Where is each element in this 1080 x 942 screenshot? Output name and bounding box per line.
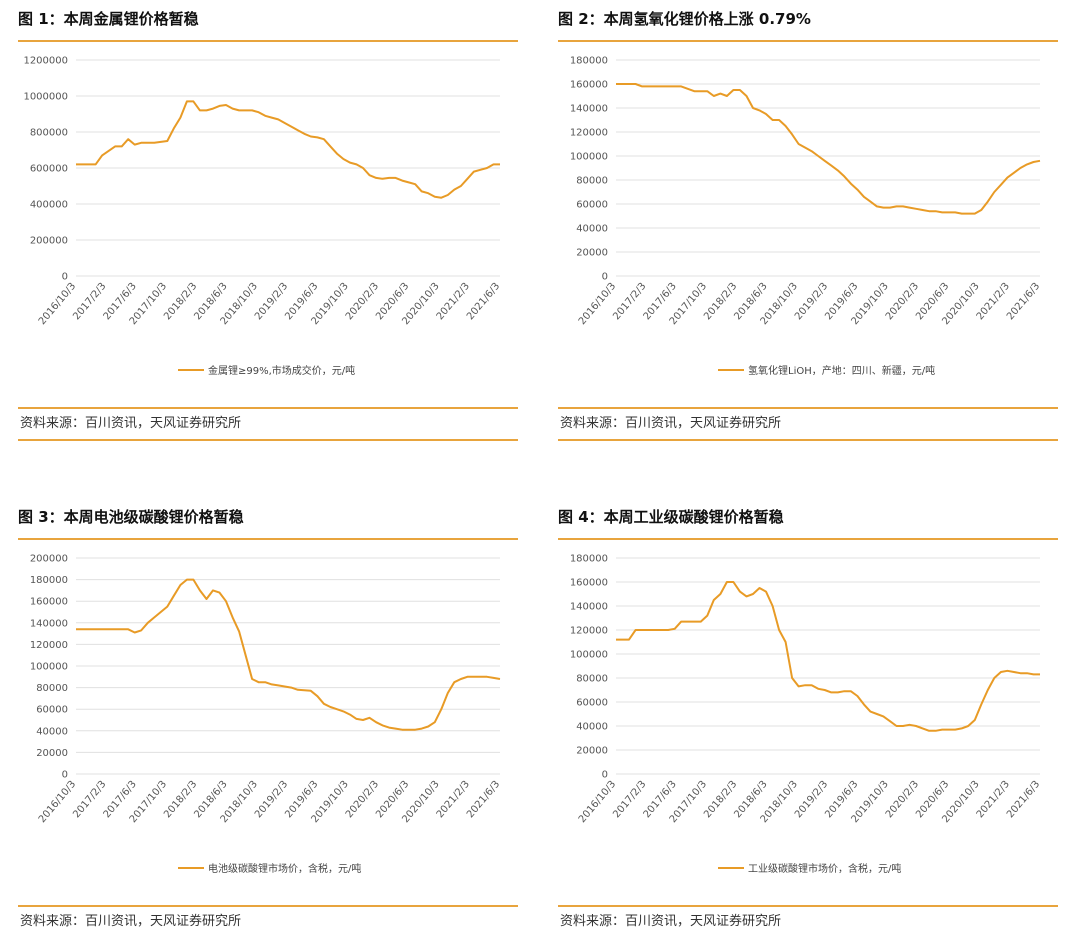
y-tick-label: 0: [62, 272, 68, 283]
divider: [558, 538, 1058, 540]
y-tick-label: 0: [62, 770, 68, 781]
chart-panel-1: 图 1：本周金属锂价格暂稳 0 200000 400000 600000 800000 1…: [18, 4, 518, 444]
y-tick-label: 60000: [36, 705, 68, 716]
y-tick-label: 120000: [570, 128, 608, 139]
x-tick-label: 2016/10/3: [577, 779, 618, 825]
source-note: 资料来源：百川资讯，天风证券研究所: [20, 416, 242, 431]
line-chart: 0 200000 400000 600000 800000 1000000 1200000 2…: [23, 56, 502, 378]
y-tick-label: 80000: [576, 674, 608, 685]
divider: [18, 905, 518, 907]
y-tick-label: 200000: [30, 554, 68, 565]
y-tick-label: 1000000: [23, 92, 68, 103]
y-tick-label: 80000: [36, 683, 68, 694]
x-tick-label: 2016/10/3: [37, 779, 78, 825]
y-tick-label: 400000: [30, 200, 68, 211]
divider: [558, 439, 1058, 441]
y-tick-label: 40000: [576, 722, 608, 733]
y-tick-label: 40000: [576, 224, 608, 235]
divider: [18, 40, 518, 42]
y-tick-label: 140000: [570, 602, 608, 613]
x-tick-label: 2016/10/3: [37, 281, 78, 327]
y-tick-label: 180000: [30, 575, 68, 586]
series-line: [616, 83, 1041, 215]
y-tick-label: 160000: [30, 597, 68, 608]
divider: [558, 905, 1058, 907]
legend-label: 电池级碳酸锂市场价，含税，元/吨: [208, 862, 361, 875]
x-tick-label: 2016/10/3: [577, 281, 618, 327]
y-tick-label: 120000: [30, 640, 68, 651]
y-tick-label: 160000: [570, 80, 608, 91]
y-tick-label: 20000: [576, 248, 608, 259]
line-chart: 0 20000 40000 60000 80000 100000 120000 140000 1…: [30, 554, 502, 876]
chart-panel-4: 图 4：本周工业级碳酸锂价格暂稳 0 20000 40000 60000 80000 10…: [558, 502, 1058, 942]
y-tick-label: 0: [602, 770, 608, 781]
y-tick-label: 160000: [570, 578, 608, 589]
chart-title: 图 4：本周工业级碳酸锂价格暂稳: [558, 508, 784, 526]
line-chart: 0 20000 40000 60000 80000 100000 120000 140000 1…: [570, 554, 1042, 876]
y-tick-label: 200000: [30, 236, 68, 247]
y-tick-label: 1200000: [23, 56, 68, 67]
y-tick-label: 20000: [36, 748, 68, 759]
y-tick-label: 100000: [570, 152, 608, 163]
line-chart: 0 20000 40000 60000 80000 100000 120000 140000 1…: [570, 56, 1042, 378]
legend: 氢氧化锂LiOH，产地：四川、新疆，元/吨: [718, 364, 935, 377]
y-tick-label: 100000: [30, 662, 68, 673]
divider: [18, 538, 518, 540]
chart-panel-2: 图 2：本周氢氧化锂价格上涨 0.79% 0 20000 40000 60000 800…: [558, 4, 1058, 444]
source-note: 资料来源：百川资讯，天风证券研究所: [560, 416, 782, 431]
legend-label: 金属锂≥99%,市场成交价，元/吨: [208, 364, 355, 377]
legend-label: 工业级碳酸锂市场价，含税，元/吨: [748, 862, 901, 875]
y-tick-label: 140000: [570, 104, 608, 115]
legend: 工业级碳酸锂市场价，含税，元/吨: [718, 862, 901, 875]
chart-title: 图 1：本周金属锂价格暂稳: [18, 10, 199, 28]
y-tick-label: 180000: [570, 554, 608, 565]
chart-title: 图 3：本周电池级碳酸锂价格暂稳: [18, 508, 244, 526]
y-tick-label: 140000: [30, 618, 68, 629]
legend: 电池级碳酸锂市场价，含税，元/吨: [178, 862, 361, 875]
y-tick-label: 0: [602, 272, 608, 283]
y-tick-label: 800000: [30, 128, 68, 139]
series-line: [76, 100, 500, 199]
source-note: 资料来源：百川资讯，天风证券研究所: [560, 914, 782, 929]
chart-panel-3: 图 3：本周电池级碳酸锂价格暂稳 0 20000 40000 60000 80000 10…: [18, 502, 518, 942]
y-tick-label: 180000: [570, 56, 608, 67]
divider: [18, 439, 518, 441]
y-tick-label: 20000: [576, 746, 608, 757]
y-tick-label: 40000: [36, 726, 68, 737]
y-tick-label: 600000: [30, 164, 68, 175]
y-tick-label: 60000: [576, 698, 608, 709]
chart-title: 图 2：本周氢氧化锂价格上涨 0.79%: [558, 10, 811, 28]
y-tick-label: 100000: [570, 650, 608, 661]
series-line: [616, 581, 1040, 732]
source-note: 资料来源：百川资讯，天风证券研究所: [20, 914, 242, 929]
y-tick-label: 60000: [576, 200, 608, 211]
legend: 金属锂≥99%,市场成交价，元/吨: [178, 364, 355, 377]
y-tick-label: 80000: [576, 176, 608, 187]
divider: [558, 407, 1058, 409]
divider: [558, 40, 1058, 42]
legend-label: 氢氧化锂LiOH，产地：四川、新疆，元/吨: [748, 364, 935, 377]
series-line: [76, 578, 501, 731]
divider: [18, 407, 518, 409]
y-tick-label: 120000: [570, 626, 608, 637]
